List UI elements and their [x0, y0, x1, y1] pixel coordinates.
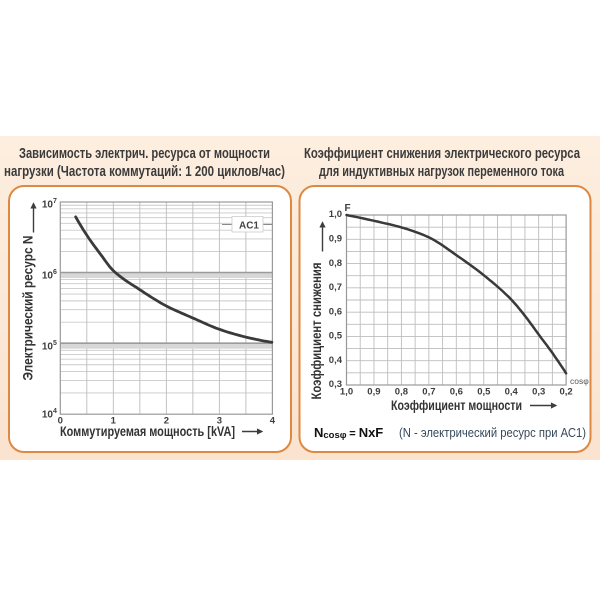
svg-text:1,0: 1,0: [329, 209, 342, 220]
svg-text:10: 10: [42, 200, 54, 211]
svg-text:Коэффициент мощности: Коэффициент мощности: [391, 398, 522, 413]
svg-text:Коммутируемая мощность [kVA]: Коммутируемая мощность [kVA]: [60, 424, 235, 439]
svg-text:Коэффициент снижения электриче: Коэффициент снижения электрического ресу…: [304, 146, 581, 162]
svg-text:cosφ: cosφ: [570, 376, 589, 386]
svg-text:0,9: 0,9: [329, 234, 342, 245]
svg-text:для индуктивных нагрузок перем: для индуктивных нагрузок переменного ток…: [319, 164, 565, 180]
svg-text:5: 5: [53, 340, 57, 347]
svg-text:0,2: 0,2: [559, 387, 572, 398]
svg-text:0,5: 0,5: [477, 387, 491, 398]
svg-text:AC1: AC1: [239, 221, 259, 232]
svg-text:нагрузки (Частота коммутаций:: нагрузки (Частота коммутаций: 1 200 цикл…: [4, 164, 285, 180]
svg-text:0,8: 0,8: [329, 258, 342, 269]
svg-text:0: 0: [58, 416, 63, 427]
svg-text:0,4: 0,4: [329, 355, 343, 366]
svg-text:1: 1: [111, 416, 117, 427]
svg-text:4: 4: [270, 416, 276, 427]
svg-text:3: 3: [217, 416, 222, 427]
svg-text:6: 6: [53, 269, 57, 276]
svg-text:0,5: 0,5: [329, 331, 343, 342]
svg-text:F: F: [345, 203, 351, 214]
svg-text:Коэффициент снижения: Коэффициент снижения: [309, 263, 324, 400]
svg-text:10: 10: [42, 271, 54, 282]
svg-text:7: 7: [53, 198, 57, 205]
svg-text:(N - электрический ресурс при: (N - электрический ресурс при АС1): [399, 425, 586, 440]
svg-text:0,4: 0,4: [505, 387, 519, 398]
svg-text:Электрический ресурс N: Электрический ресурс N: [21, 236, 36, 381]
svg-text:2: 2: [164, 416, 169, 427]
svg-text:10: 10: [42, 410, 54, 421]
svg-text:0,7: 0,7: [329, 282, 342, 293]
svg-text:4: 4: [53, 408, 57, 415]
svg-text:0,3: 0,3: [532, 387, 545, 398]
svg-text:10: 10: [42, 342, 54, 353]
svg-text:0,8: 0,8: [395, 387, 408, 398]
svg-text:0,9: 0,9: [367, 387, 380, 398]
svg-text:0,6: 0,6: [329, 306, 342, 317]
svg-text:0,6: 0,6: [450, 387, 463, 398]
svg-text:0,7: 0,7: [422, 387, 435, 398]
svg-text:0,3: 0,3: [329, 379, 342, 390]
svg-text:Зависимость электрич. ресурса: Зависимость электрич. ресурса от мощност…: [19, 146, 270, 162]
svg-text:1,0: 1,0: [340, 387, 353, 398]
